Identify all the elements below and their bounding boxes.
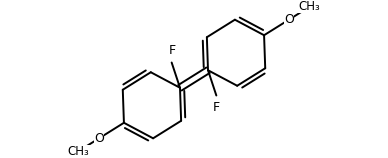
Text: O: O [284,13,294,26]
Text: CH₃: CH₃ [299,0,320,13]
Text: CH₃: CH₃ [68,145,89,158]
Text: F: F [212,100,220,114]
Text: F: F [168,44,176,58]
Text: O: O [94,132,104,145]
